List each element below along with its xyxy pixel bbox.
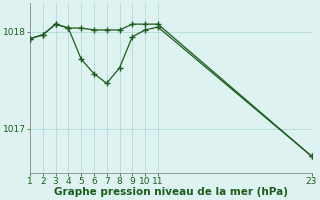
- X-axis label: Graphe pression niveau de la mer (hPa): Graphe pression niveau de la mer (hPa): [54, 187, 288, 197]
